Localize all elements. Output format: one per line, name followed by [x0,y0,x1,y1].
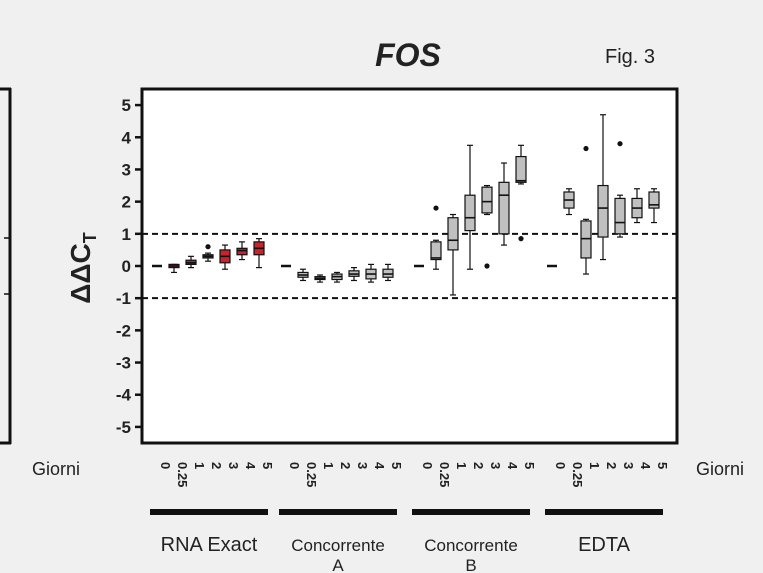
box-body [464,194,476,232]
day-tick-label: 2 [209,462,224,469]
y-tick-label: -4 [116,386,132,405]
y-tick-label: -2 [116,321,131,340]
box-outlier [617,141,623,147]
y-axis-title: ΔΔCT [65,232,100,303]
plot-background [142,89,677,443]
day-tick-label: 0 [553,462,568,469]
box-body [597,184,609,238]
day-tick-label: 0 [287,462,302,469]
y-axis-title-sub: T [80,232,100,243]
day-tick-label: 5 [655,462,670,469]
day-tick-label: 0.25 [437,462,452,487]
box-body [614,197,626,235]
box-outlier [205,244,211,250]
group-label-line2: A [332,556,344,573]
y-tick-label: 4 [122,128,132,147]
group-label: RNA Exact [161,534,258,556]
day-tick-label: 1 [587,462,602,469]
day-tick-label: 3 [488,462,503,469]
axis-layer: 5 4 3 2 1 0 -1 -2 -3 -4 -5 [116,96,142,437]
day-tick-label: 5 [389,462,404,469]
day-tick-label: 0 [158,462,173,469]
box-body [236,247,248,256]
y-tick-label: -5 [116,418,131,437]
y-tick-label: 5 [122,96,131,115]
y-tick-label: 0 [122,257,131,276]
figure-label: Fig. 3 [605,46,655,68]
group-label: Concorrente [424,536,518,555]
day-tick-label: 4 [638,462,653,470]
y-tick-label: 2 [122,193,131,212]
group-label-line2: B [465,556,476,573]
plot-layer [142,114,677,300]
box-body [481,186,493,214]
box-outlier [484,263,490,269]
day-tick-label: 0.25 [570,462,585,487]
day-tick-label: 2 [471,462,486,469]
day-tick-label: 4 [372,462,387,470]
svg-text:ΔΔCT: ΔΔCT [65,232,100,303]
box-body [515,155,527,183]
box-body [648,191,660,209]
day-tick-label: 0.25 [304,462,319,487]
left-partial-panel [0,87,12,445]
day-tick-label: 5 [522,462,537,469]
y-tick-label: 1 [122,225,131,244]
box-outlier [518,236,524,242]
box-outlier [583,145,589,152]
day-tick-label: 2 [604,462,619,469]
x-axis-label-left: Giorni [32,459,80,479]
x-axis-label-right: Giorni [696,459,744,479]
day-tick-label: 0 [420,462,435,469]
box-body [580,220,592,259]
y-tick-label: -3 [116,354,131,373]
box-body [430,241,442,261]
group-label: Concorrente [291,536,385,555]
day-tick-label: 1 [321,462,336,469]
y-tick-label: 3 [122,160,131,179]
day-tick-label: 3 [355,462,370,469]
day-tick-label: 5 [260,462,275,469]
day-tick-label: 4 [505,462,520,470]
box-body [498,181,510,235]
day-tick-label: 4 [243,462,258,470]
day-tick-label: 0.25 [175,462,190,487]
day-tick-label: 3 [226,462,241,469]
y-axis-title-main: ΔΔC [65,243,96,303]
group-label: EDTA [578,534,631,556]
y-tick-label: -1 [116,289,131,308]
day-tick-label: 1 [454,462,469,469]
chart-title: FOS [375,37,441,73]
box-body [447,217,459,251]
day-tick-label: 1 [192,462,207,469]
day-tick-label: 3 [621,462,636,469]
box-outlier [433,205,439,211]
day-tick-label: 2 [338,462,353,469]
box-body [382,268,394,278]
